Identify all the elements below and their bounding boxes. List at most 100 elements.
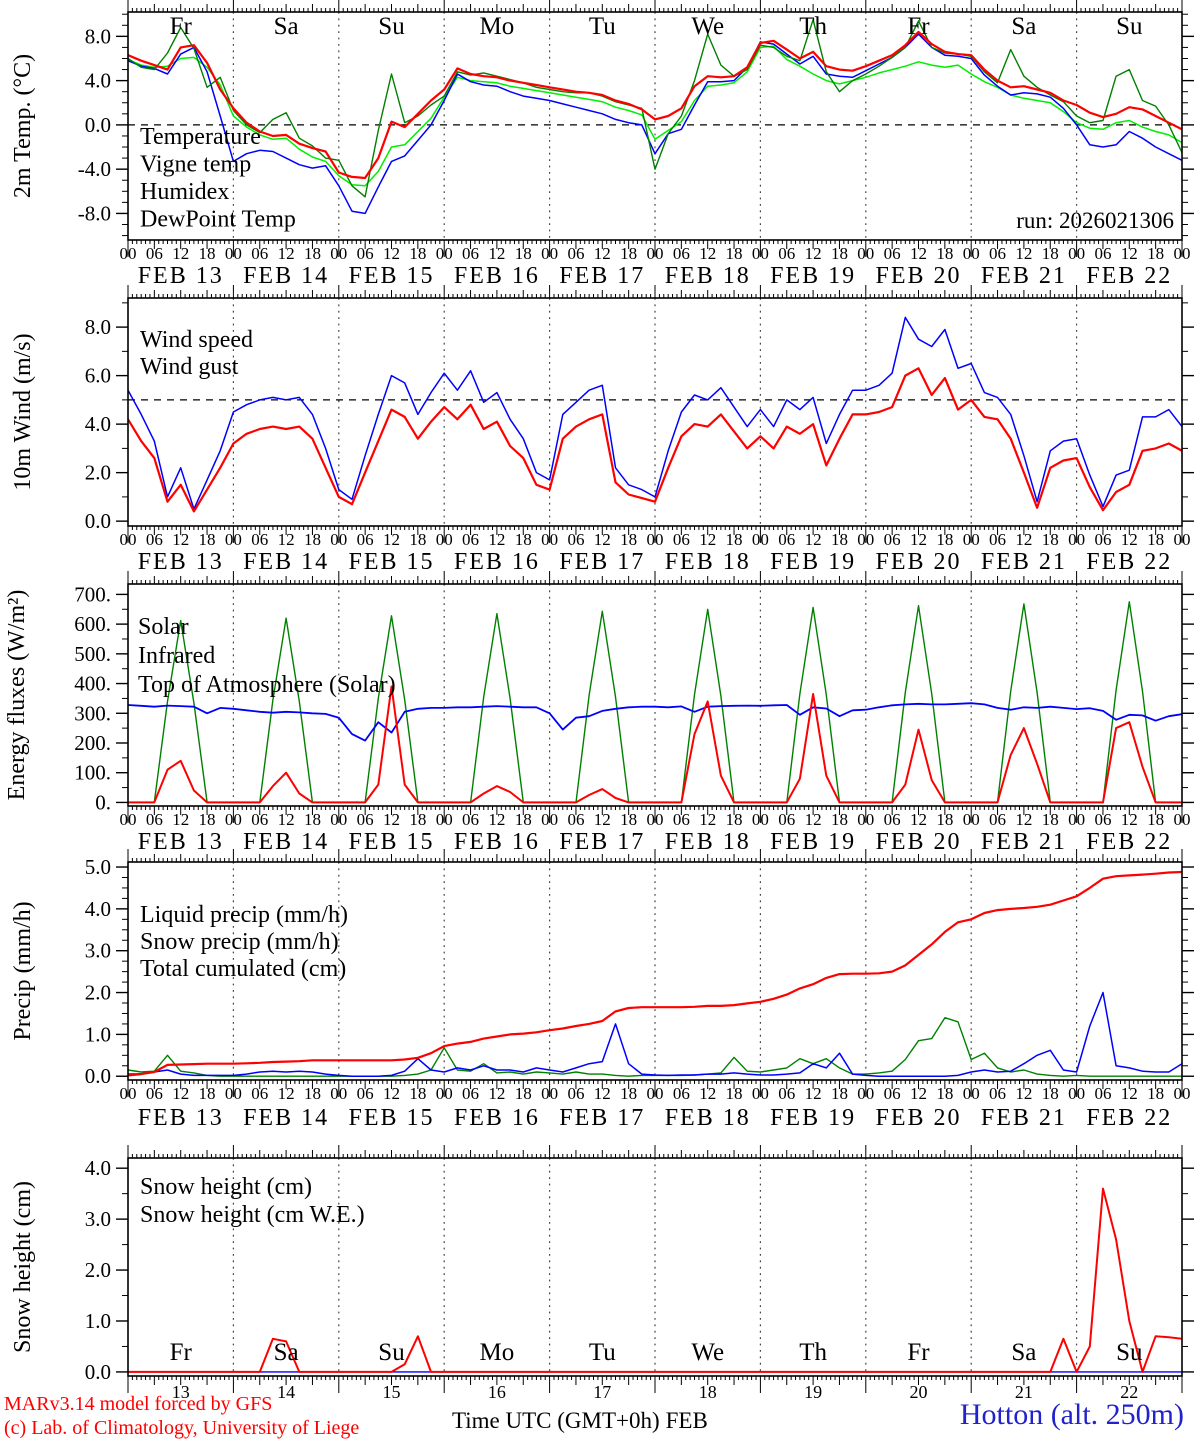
hour-label: 06: [884, 810, 901, 829]
series-snow-height: [128, 1187, 1182, 1373]
hour-label: 12: [805, 810, 822, 829]
y-tick-label: 200.: [74, 731, 111, 755]
hour-label: 18: [726, 530, 743, 549]
hour-label: 18: [515, 810, 532, 829]
series-total-cumulated: [128, 870, 1182, 1077]
hour-label: 00: [1068, 810, 1085, 829]
hour-label: 06: [357, 530, 374, 549]
y-tick-label: 0.0: [85, 1064, 111, 1088]
hour-label: 18: [304, 244, 321, 263]
legend-label: Snow precip (mm/h): [140, 929, 339, 955]
day-label: FEB 19: [770, 1105, 856, 1131]
hour-label: 12: [594, 810, 611, 829]
y-tick-label: 2.0: [85, 981, 111, 1005]
hour-label: 00: [1068, 244, 1085, 263]
hour-label: 12: [383, 530, 400, 549]
day-label: FEB 21: [981, 263, 1067, 289]
model-credit-line2: (c) Lab. of Climatology, University of L…: [4, 1417, 360, 1439]
day-of-week-label: We: [691, 1339, 724, 1366]
hour-label: 00: [541, 810, 558, 829]
hour-label: 00: [120, 1084, 137, 1103]
hour-label: 06: [673, 1084, 690, 1103]
y-axis-title: Precip (mm/h): [10, 901, 36, 1040]
hour-label: 12: [278, 244, 295, 263]
day-label: FEB 20: [875, 1105, 961, 1131]
hour-label: 00: [857, 1084, 874, 1103]
day-label: FEB 13: [138, 1105, 224, 1131]
hour-label: 12: [699, 530, 716, 549]
hour-label: 12: [805, 1084, 822, 1103]
day-label: FEB 15: [348, 263, 434, 289]
day-of-week-label: Su: [1116, 1339, 1143, 1366]
y-tick-label: 2.0: [85, 461, 111, 485]
hour-label: 06: [884, 244, 901, 263]
hour-label: 12: [278, 1084, 295, 1103]
legend-label: Humidex: [140, 179, 229, 205]
y-tick-label: 0.0: [85, 1360, 111, 1384]
hour-label: 18: [1147, 530, 1164, 549]
hour-label: 18: [515, 1084, 532, 1103]
hour-label: 18: [515, 244, 532, 263]
hour-label: 00: [752, 530, 769, 549]
y-axis-title: Energy fluxes (W/m²): [4, 590, 30, 801]
hour-label: 18: [831, 810, 848, 829]
hour-label: 12: [1121, 244, 1138, 263]
hour-label: 18: [1042, 530, 1059, 549]
hour-label: 06: [989, 810, 1006, 829]
day-label: 15: [383, 1382, 401, 1402]
day-label: FEB 19: [770, 829, 856, 855]
day-label: 21: [1015, 1382, 1033, 1402]
series-wind-speed: [128, 367, 1182, 513]
hour-label: 12: [278, 530, 295, 549]
day-label: FEB 20: [875, 549, 961, 575]
y-tick-label: 4.0: [85, 412, 111, 436]
hour-label: 00: [541, 530, 558, 549]
day-label: FEB 22: [1086, 549, 1172, 575]
hour-label: 06: [462, 244, 479, 263]
hour-label: 00: [330, 244, 347, 263]
panel-precip: 5.0 4.0 3.0 2.0 1.0 0.0 00 06 12 18 00 06 12 18 00 06 12…: [10, 849, 1194, 1131]
y-tick-label: 8.0: [85, 24, 111, 48]
hour-label: 00: [752, 244, 769, 263]
hour-label: 18: [1042, 1084, 1059, 1103]
hour-label: 06: [146, 244, 163, 263]
panel-snow-height: 4.0 3.0 2.0 1.0 0.0 13 Fr 14 Sa 15 Su 16 Mo 17 Tu 18 We 1…: [10, 1145, 1194, 1402]
series-solar: [128, 685, 1182, 804]
hour-label: 06: [778, 1084, 795, 1103]
y-axis-title: Snow height (cm): [10, 1181, 36, 1353]
hour-label: 18: [199, 1084, 216, 1103]
y-tick-label: 700.: [74, 582, 111, 606]
hour-label: 12: [805, 244, 822, 263]
day-of-week-label: Fr: [907, 13, 930, 40]
hour-label: 12: [594, 1084, 611, 1103]
hour-label: 12: [1121, 810, 1138, 829]
y-tick-label: 4.0: [85, 897, 111, 921]
day-label: FEB 15: [348, 829, 434, 855]
y-tick-label: 300.: [74, 701, 111, 725]
station-label: Hotton (alt. 250m): [959, 1398, 1184, 1431]
panel-energy-fluxes: 700. 600. 500. 400. 300. 200. 100. 0. 00 06 12 18 00…: [4, 571, 1194, 855]
hour-label: 00: [1174, 530, 1191, 549]
day-of-week-label: Mo: [480, 1339, 515, 1366]
day-label: FEB 22: [1086, 829, 1172, 855]
day-label: FEB 21: [981, 1105, 1067, 1131]
hour-label: 06: [1094, 530, 1111, 549]
hour-label: 18: [620, 810, 637, 829]
hour-label: 18: [304, 1084, 321, 1103]
day-of-week-label: Fr: [170, 1339, 193, 1366]
hour-label: 12: [172, 1084, 189, 1103]
legend-label: Snow height (cm): [140, 1174, 312, 1200]
hour-label: 00: [1174, 1084, 1191, 1103]
hour-label: 12: [383, 244, 400, 263]
hour-label: 12: [1121, 530, 1138, 549]
y-tick-label: -8.0: [78, 201, 111, 225]
hour-label: 00: [857, 244, 874, 263]
day-label: FEB 18: [665, 1105, 751, 1131]
day-label: FEB 19: [770, 549, 856, 575]
hour-label: 12: [699, 1084, 716, 1103]
day-label: FEB 14: [243, 263, 329, 289]
hour-label: 06: [357, 1084, 374, 1103]
hour-label: 06: [567, 244, 584, 263]
y-tick-label: 1.0: [85, 1022, 111, 1046]
